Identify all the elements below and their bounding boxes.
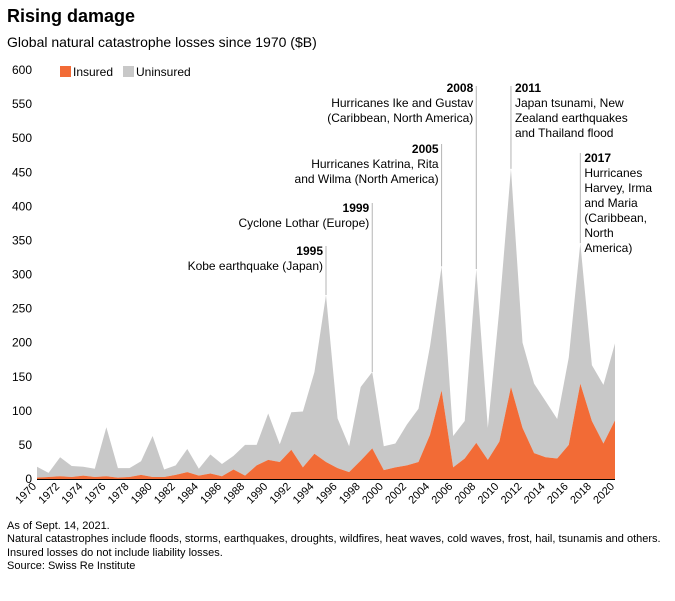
x-axis: 1970197219741976197819801982198419861988… — [13, 479, 617, 507]
legend-label-uninsured: Uninsured — [136, 65, 191, 79]
legend-swatch-insured — [60, 66, 71, 77]
note-source: Source: Swiss Re Institute — [7, 559, 136, 572]
annotation-text-2005: and Wilma (North America) — [295, 172, 439, 186]
x-tick-label: 1980 — [129, 481, 155, 507]
x-tick-label: 2010 — [476, 481, 502, 507]
chart-area: 0 50 100 150 200 250 300 350 400 450 500 550 600 199… — [12, 63, 652, 507]
x-tick-label: 1992 — [268, 481, 294, 507]
chart-title: Rising damage — [7, 6, 136, 26]
x-tick-label: 2000 — [360, 481, 386, 507]
x-tick-label: 1972 — [36, 481, 62, 507]
y-tick-label: 50 — [19, 438, 33, 452]
annotation-year-2008: 2008 — [447, 81, 474, 95]
annotation-text-1999: Cyclone Lothar (Europe) — [239, 216, 370, 230]
y-tick-label: 400 — [12, 199, 32, 213]
y-tick-label: 300 — [12, 268, 32, 282]
x-tick-label: 1984 — [175, 481, 201, 507]
x-tick-label: 2020 — [591, 481, 617, 507]
annotation-year-2017: 2017 — [584, 151, 611, 165]
y-tick-label: 0 — [25, 472, 32, 486]
x-tick-label: 2014 — [522, 481, 548, 507]
annotation-text-2005: Hurricanes Katrina, Rita — [311, 157, 439, 171]
chart-subtitle: Global natural catastrophe losses since … — [7, 34, 317, 50]
y-tick-label: 450 — [12, 165, 32, 179]
y-tick-label: 100 — [12, 404, 32, 418]
y-tick-label: 250 — [12, 302, 32, 316]
annotation-year-2005: 2005 — [412, 142, 439, 156]
x-tick-label: 1996 — [314, 481, 340, 507]
note-definition: Natural catastrophes include floods, sto… — [7, 533, 661, 546]
footnotes: As of Sept. 14, 2021. Natural catastroph… — [7, 520, 667, 573]
x-tick-label: 2012 — [499, 481, 525, 507]
legend-label-insured: Insured — [73, 65, 113, 79]
annotation-text-2008: Hurricanes Ike and Gustav — [331, 96, 473, 110]
legend: Insured Uninsured — [60, 65, 191, 79]
note-insured: Insured losses do not include liability … — [7, 546, 223, 559]
annotation-year-1999: 1999 — [343, 201, 370, 215]
x-tick-label: 2004 — [406, 481, 432, 507]
annotation-text-2011: Zealand earthquakes — [515, 111, 628, 125]
annotation-year-1995: 1995 — [296, 244, 323, 258]
y-tick-label: 200 — [12, 336, 32, 350]
annotation-text-2011: Japan tsunami, New — [515, 96, 624, 110]
x-tick-label: 1982 — [152, 481, 178, 507]
annotation-text-2017: and Maria — [584, 196, 638, 210]
legend-swatch-uninsured — [123, 66, 134, 77]
x-tick-label: 1986 — [198, 481, 224, 507]
x-tick-label: 1990 — [245, 481, 271, 507]
plot-areas — [37, 168, 615, 479]
x-tick-label: 1994 — [291, 481, 317, 507]
x-tick-label: 1988 — [221, 481, 247, 507]
y-tick-label: 500 — [12, 131, 32, 145]
annotation-text-2017: Hurricanes — [584, 166, 642, 180]
x-tick-label: 1970 — [13, 481, 39, 507]
annotation-text-2017: North — [584, 226, 613, 240]
x-tick-label: 1976 — [83, 481, 109, 507]
x-tick-label: 1998 — [337, 481, 363, 507]
annotation-text-2017: (Caribbean, — [584, 211, 647, 225]
x-tick-label: 2016 — [545, 481, 571, 507]
annotation-text-2008: (Caribbean, North America) — [327, 111, 473, 125]
note-date: As of Sept. 14, 2021. — [7, 520, 110, 532]
y-tick-label: 550 — [12, 97, 32, 111]
x-tick-label: 2002 — [383, 481, 409, 507]
series-area-uninsured — [37, 168, 615, 478]
annotation-text-2011: and Thailand flood — [515, 126, 614, 140]
y-tick-label: 150 — [12, 370, 32, 384]
x-tick-label: 1974 — [60, 481, 86, 507]
series-area-insured — [37, 383, 615, 479]
y-axis: 0 50 100 150 200 250 300 350 400 450 500 550 600 — [12, 63, 32, 486]
annotation-text-1995: Kobe earthquake (Japan) — [188, 259, 323, 273]
annotation-year-2011: 2011 — [515, 81, 541, 95]
x-tick-label: 1978 — [106, 481, 132, 507]
x-tick-label: 2018 — [568, 481, 594, 507]
y-tick-label: 600 — [12, 63, 32, 77]
x-tick-label: 2008 — [453, 481, 479, 507]
annotation-text-2017: America) — [584, 241, 632, 255]
x-tick-label: 2006 — [429, 481, 455, 507]
annotation-text-2017: Harvey, Irma — [584, 181, 652, 195]
y-tick-label: 350 — [12, 233, 32, 247]
